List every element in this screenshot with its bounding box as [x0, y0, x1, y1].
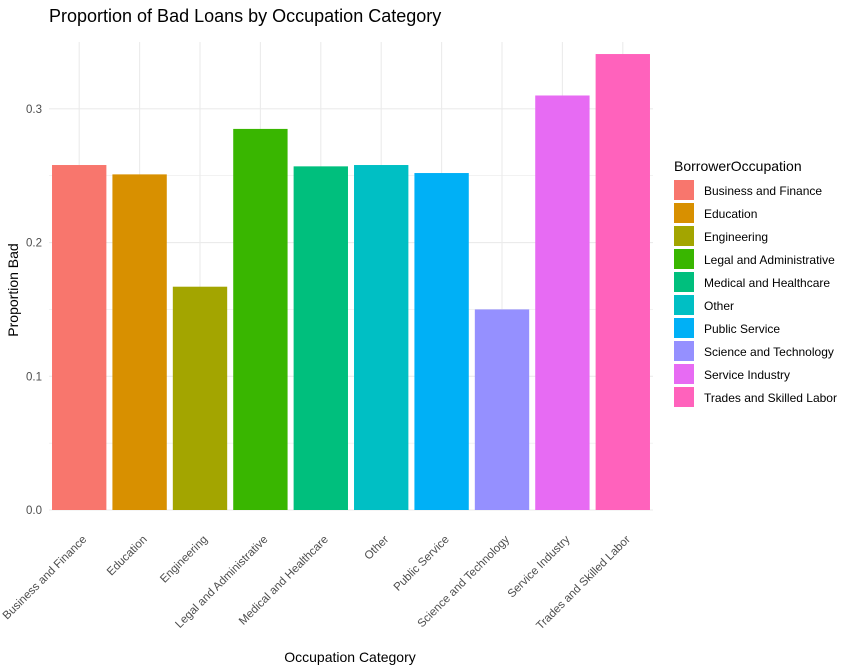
x-axis-ticks: Business and Finance Education Engineering…: [1, 533, 633, 632]
legend-key: [674, 364, 694, 384]
legend-label: Legal and Administrative: [704, 253, 835, 267]
legend-key: [674, 272, 694, 292]
legend-label: Science and Technology: [704, 345, 834, 359]
legend-label: Medical and Healthcare: [704, 276, 830, 290]
legend-key: [674, 387, 694, 407]
bar: [414, 173, 469, 511]
bar: [293, 166, 348, 510]
legend-label: Service Industry: [704, 368, 790, 382]
y-tick-label: 0.0: [26, 505, 42, 517]
bars: [52, 54, 650, 511]
legend-key: [674, 295, 694, 315]
legend-label: Engineering: [704, 230, 768, 244]
x-tick-label: Education: [105, 534, 150, 579]
chart-title: Proportion of Bad Loans by Occupation Ca…: [49, 6, 441, 26]
bar: [595, 54, 650, 510]
bar: [535, 95, 590, 510]
legend-key: [674, 226, 694, 246]
bar: [354, 165, 409, 510]
legend-key: [674, 249, 694, 269]
legend-label: Business and Finance: [704, 184, 822, 198]
x-tick-label: Other: [362, 534, 391, 563]
legend-label: Trades and Skilled Labor: [704, 391, 837, 405]
y-tick-label: 0.1: [26, 371, 42, 383]
x-tick-label: Public Service: [392, 534, 452, 594]
bar: [172, 286, 228, 510]
bar: [112, 174, 167, 510]
y-axis-ticks: 0.0 0.1 0.2 0.3: [26, 104, 42, 517]
bar: [52, 165, 107, 510]
bar: [474, 309, 530, 510]
y-axis-title: Proportion Bad: [5, 243, 21, 336]
legend-label: Education: [704, 207, 757, 221]
x-tick-label: Service Industry: [506, 533, 573, 600]
legend-label: Public Service: [704, 322, 780, 336]
x-axis-title: Occupation Category: [284, 649, 416, 665]
bar: [233, 128, 288, 510]
legend-key: [674, 180, 694, 200]
legend-key: [674, 341, 694, 361]
legend: BorrowerOccupation Business and Finance E…: [674, 158, 837, 407]
x-tick-label: Engineering: [158, 534, 210, 586]
legend-key: [674, 318, 694, 338]
y-tick-label: 0.3: [26, 104, 42, 116]
legend-title: BorrowerOccupation: [674, 158, 802, 174]
y-tick-label: 0.2: [26, 238, 42, 250]
x-tick-label: Business and Finance: [1, 534, 89, 622]
legend-label: Other: [704, 299, 734, 313]
legend-key: [674, 203, 694, 223]
